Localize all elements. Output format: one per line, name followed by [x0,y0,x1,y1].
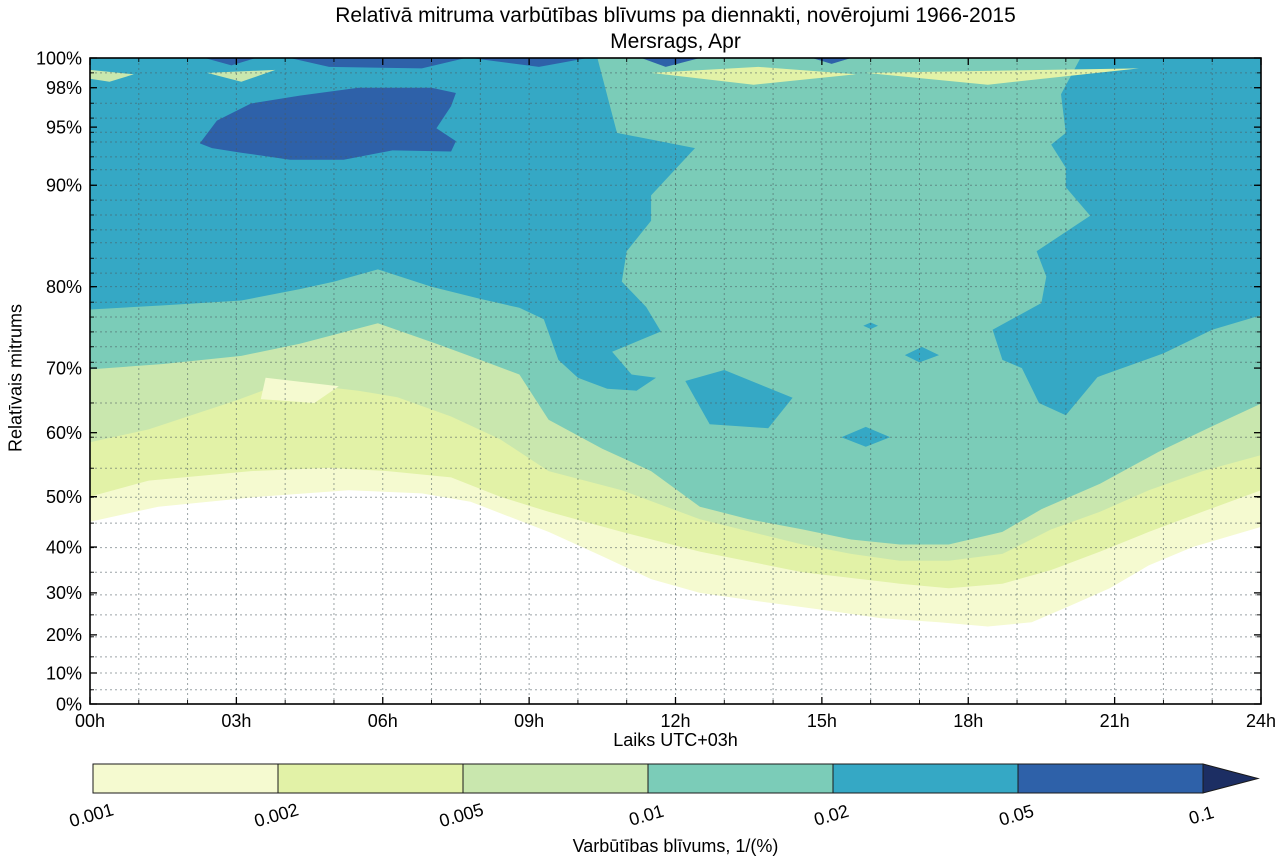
colorbar-tick-label-0.002: 0.002 [252,799,301,831]
y-tick-label-98%: 98% [46,78,82,98]
colorbar-segment-0.002 [277,763,464,794]
pale-sliver-2 [207,69,276,82]
colorbar-tick-label-0.05: 0.05 [997,801,1036,830]
x-tick-label-03h: 03h [221,711,251,731]
colorbar-label: Varbūtības blīvums, 1/(%) [572,836,779,856]
x-tick-label-09h: 09h [514,711,544,731]
colorbar-segment-0.05 [1017,763,1204,794]
top-edge-sliver-1 [204,58,256,66]
x-axis-label: Laiks UTC+03h [613,730,738,750]
cyan-island-d [863,322,878,329]
x-tick-label-24h: 24h [1246,711,1276,731]
chart-title-line1: Relatīvā mitruma varbūtības blīvums pa d… [335,4,1016,27]
y-tick-label-10%: 10% [46,663,82,683]
y-tick-label-50%: 50% [46,487,82,507]
colorbar-segment-0.01 [647,763,834,794]
low-density-tongue [260,377,339,403]
colorbar-segment-0.001 [92,763,279,794]
y-tick-label-40%: 40% [46,537,82,557]
y-tick-label-90%: 90% [46,176,82,196]
x-tick-label-18h: 18h [953,711,983,731]
colorbar-tick-label-0.001: 0.001 [67,799,116,831]
colorbar-tick-label-0.1: 0.1 [1187,802,1217,828]
colorbar-tick-label-0.005: 0.005 [437,799,486,831]
colorbar-segment-0.02 [832,763,1019,794]
x-tick-label-06h: 06h [368,711,398,731]
y-tick-label-100%: 100% [36,48,82,68]
x-tick-label-21h: 21h [1100,711,1130,731]
cyan-island-c [904,346,939,363]
grid-group [90,58,1261,704]
y-tick-label-0%: 0% [56,694,82,714]
y-tick-label-70%: 70% [46,358,82,378]
colorbar-over-arrow [1202,763,1260,794]
colorbar-segment-0.005 [462,763,649,794]
y-tick-label-60%: 60% [46,423,82,443]
y-tick-label-30%: 30% [46,583,82,603]
y-tick-label-80%: 80% [46,277,82,297]
cyan-region-right [992,58,1261,416]
y-axis-label: Relatīvais mitrums [5,303,26,453]
x-tick-label-00h: 00h [75,711,105,731]
y-tick-label-20%: 20% [46,625,82,645]
colorbar-tick-label-0.02: 0.02 [812,801,851,830]
chart-title-line2: Mersrags, Apr [610,30,741,53]
cyan-island-a [685,370,793,429]
colorbar-tick-label-0.01: 0.01 [627,801,666,830]
tick-group [89,57,1262,705]
pale-sliver-3 [651,66,856,85]
x-tick-label-12h: 12h [660,711,690,731]
x-tick-label-15h: 15h [807,711,837,731]
top-edge-sliver-4 [641,58,700,67]
y-tick-label-95%: 95% [46,117,82,137]
